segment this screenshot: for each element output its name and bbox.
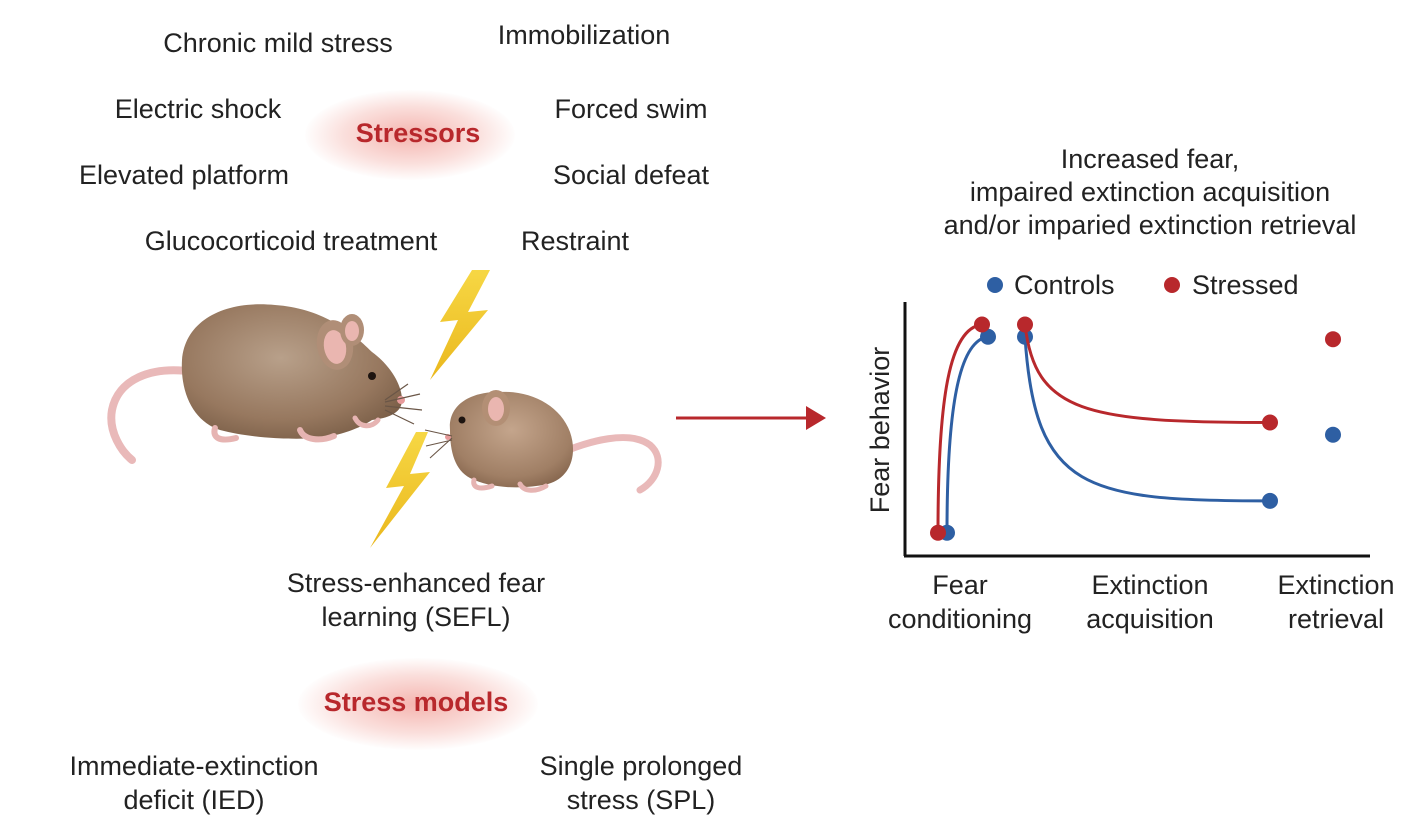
controls-point-retrieval xyxy=(1325,426,1341,443)
model-spl-line2: stress (SPL) xyxy=(566,785,716,815)
phase-fear-conditioning-line1: Fear xyxy=(932,570,988,600)
controls-acquisition-line xyxy=(1023,336,1271,503)
phase-extinction-retrieval-line1: Extinction xyxy=(1277,570,1395,600)
stressors-glow xyxy=(305,90,515,180)
models-title: Stress models xyxy=(323,687,509,717)
stressed-conditioning-line xyxy=(936,323,983,533)
legend-controls-dot xyxy=(987,277,1003,293)
stressor-social-defeat: Social defeat xyxy=(552,160,710,190)
phase-extinction-acquisition-line1: Extinction xyxy=(1091,570,1209,600)
mouse2-eye xyxy=(458,416,466,424)
model-ied-line1: Immediate-extinction xyxy=(69,751,319,781)
models-glow xyxy=(298,658,538,750)
model-spl-line1: Single prolonged xyxy=(539,751,743,781)
mouse2-tail xyxy=(552,434,662,494)
legend-stressed-label: Stressed xyxy=(1192,270,1299,300)
chart-ylabel: Fear behavior xyxy=(865,346,895,514)
stressor-restraint: Restraint xyxy=(520,226,630,256)
model-ied-line2: deficit (IED) xyxy=(123,785,265,815)
stressor-forced-swim: Forced swim xyxy=(554,94,708,124)
stressor-electric-shock: Electric shock xyxy=(114,94,282,124)
stressed-point-retrieval xyxy=(1325,331,1341,348)
stressor-chronic-mild: Chronic mild stress xyxy=(163,28,393,58)
mouse2-body xyxy=(449,391,574,488)
stressed-point-acquisition-start xyxy=(1017,316,1033,333)
mouse1-eye xyxy=(368,372,376,380)
legend-controls-label: Controls xyxy=(1014,270,1115,300)
stressed-point-acquisition-end xyxy=(1262,414,1278,431)
stressed-acquisition-line xyxy=(1023,324,1271,424)
stressed-point-conditioning-start xyxy=(930,524,946,541)
chart-title-line3: and/or imparied extinction retrieval xyxy=(943,210,1357,240)
controls-point-conditioning-end xyxy=(980,328,996,345)
chart-title-line2: impaired extinction acquisition xyxy=(969,177,1331,207)
mouse1-tail xyxy=(107,366,199,464)
stressed-point-conditioning-end xyxy=(974,316,990,333)
sefl-label-line1: Stress-enhanced fear xyxy=(286,568,546,598)
stressors-title: Stressors xyxy=(355,118,481,148)
controls-conditioning-line xyxy=(945,335,989,533)
stressor-glucocorticoid: Glucocorticoid treatment xyxy=(144,226,438,256)
legend-stressed-dot xyxy=(1164,277,1180,293)
stressor-immobilization: Immobilization xyxy=(497,20,671,50)
phase-extinction-retrieval-line2: retrieval xyxy=(1287,604,1385,634)
controls-point-acquisition-end xyxy=(1262,492,1278,509)
sefl-label-line2: learning (SEFL) xyxy=(321,602,511,632)
lightning-bolt-upper-icon xyxy=(430,270,490,380)
chart-title-line1: Increased fear, xyxy=(1060,144,1240,174)
stressor-elevated-platform: Elevated platform xyxy=(78,160,290,190)
phase-fear-conditioning-line2: conditioning xyxy=(887,604,1033,634)
phase-extinction-acquisition-line2: acquisition xyxy=(1086,604,1214,634)
lightning-bolt-lower-icon xyxy=(370,432,430,548)
